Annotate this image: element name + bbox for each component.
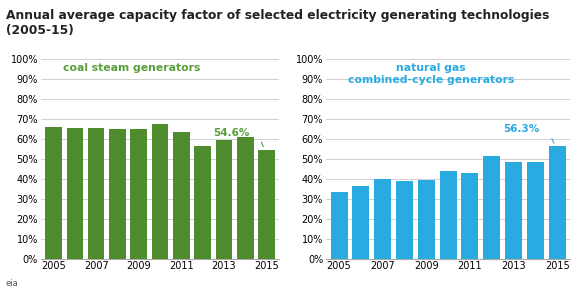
Bar bbox=[237, 137, 254, 259]
Bar bbox=[418, 180, 435, 259]
Bar bbox=[216, 140, 232, 259]
Bar bbox=[374, 179, 391, 259]
Bar bbox=[396, 181, 413, 259]
Bar bbox=[258, 150, 275, 259]
Bar bbox=[439, 171, 457, 259]
Bar bbox=[173, 132, 190, 259]
Text: coal steam generators: coal steam generators bbox=[63, 63, 200, 73]
Text: eia: eia bbox=[6, 279, 19, 288]
Bar bbox=[352, 186, 370, 259]
Bar bbox=[331, 192, 347, 259]
Bar bbox=[152, 123, 168, 259]
Bar bbox=[505, 162, 522, 259]
Bar bbox=[45, 127, 62, 259]
Text: natural gas
combined-cycle generators: natural gas combined-cycle generators bbox=[348, 63, 514, 85]
Bar bbox=[88, 128, 104, 259]
Bar bbox=[527, 162, 544, 259]
Bar bbox=[194, 146, 211, 259]
Bar bbox=[549, 146, 566, 259]
Text: 54.6%: 54.6% bbox=[213, 128, 250, 138]
Text: Annual average capacity factor of selected electricity generating technologies (: Annual average capacity factor of select… bbox=[6, 9, 549, 37]
Bar bbox=[483, 156, 501, 259]
Bar bbox=[462, 173, 478, 259]
Text: 56.3%: 56.3% bbox=[503, 124, 540, 134]
Bar bbox=[109, 129, 126, 259]
Bar bbox=[66, 128, 83, 259]
Bar bbox=[130, 129, 147, 259]
